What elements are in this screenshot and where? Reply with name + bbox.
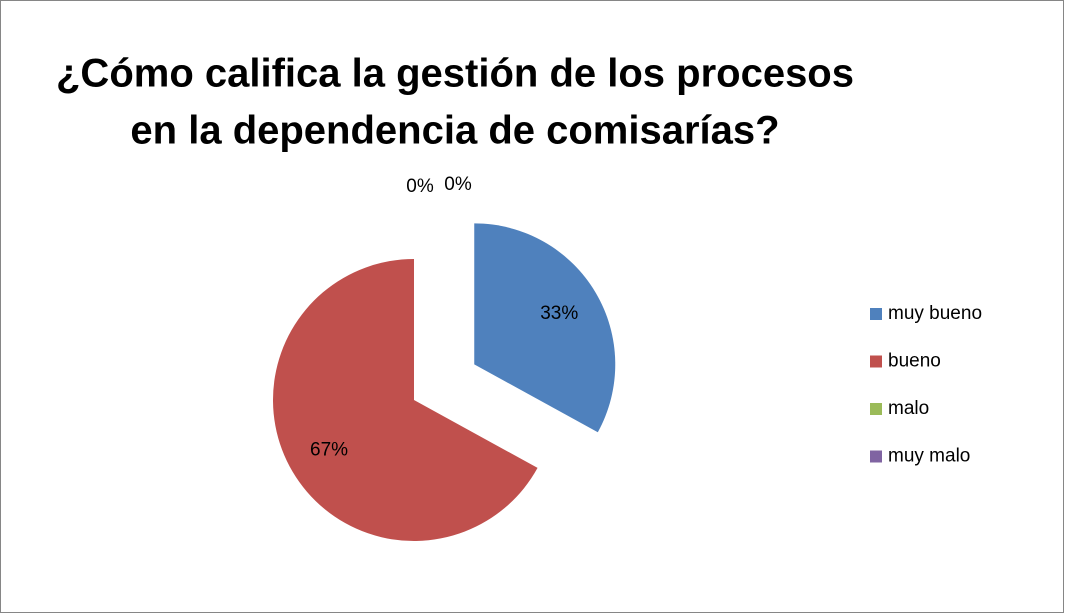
legend-swatch [870, 355, 882, 368]
data-label: 0% [444, 174, 472, 195]
legend-label: bueno [888, 351, 941, 372]
data-label: 67% [310, 439, 348, 460]
legend-swatch [870, 403, 882, 415]
pie-slice [474, 223, 616, 433]
data-label: 0% [406, 176, 434, 197]
chart-title: ¿Cómo califica la gestión de los proceso… [56, 52, 854, 96]
legend-swatch [870, 450, 882, 463]
legend-label: malo [888, 398, 929, 419]
legend-swatch [870, 308, 882, 320]
chart-title: en la dependencia de comisarías? [130, 109, 779, 153]
pie-slice [273, 259, 538, 541]
legend-label: muy bueno [888, 303, 982, 324]
legend-label: muy malo [888, 446, 970, 467]
data-label: 33% [540, 303, 578, 324]
